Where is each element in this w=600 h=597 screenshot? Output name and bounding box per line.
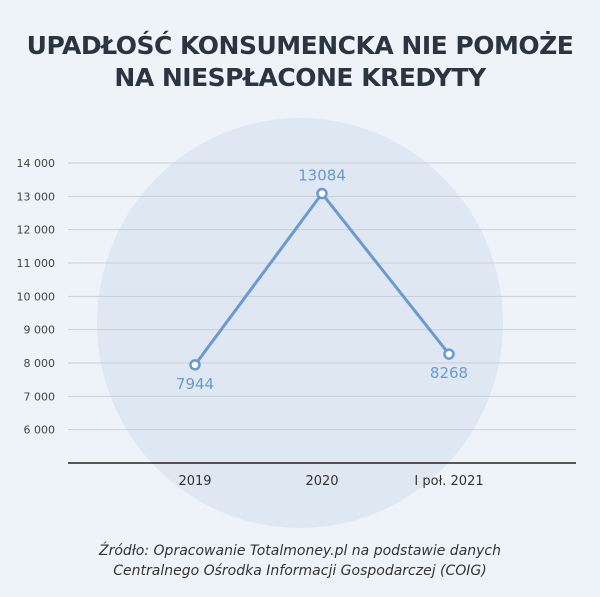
x-tick-label: 2019 — [178, 474, 211, 489]
background-circle — [97, 118, 503, 528]
data-point — [316, 187, 328, 200]
data-label: 8268 — [430, 364, 468, 382]
y-tick-label: 12 000 — [17, 224, 56, 237]
data-point — [189, 359, 201, 371]
y-tick-label: 6 000 — [24, 424, 56, 437]
source-line-1: Źródło: Opracowanie Totalmoney.pl na pod… — [98, 543, 502, 559]
title-line-2: NA NIESPŁACONE KREDYTY — [114, 63, 486, 92]
y-tick-label: 8 000 — [24, 357, 56, 370]
y-tick-label: 14 000 — [17, 157, 56, 170]
chart-title: UPADŁOŚĆ KONSUMENCKA NIE POMOŻE NA NIESP… — [0, 30, 600, 94]
source-line-2: Centralnego Ośrodka Informacji Gospodarc… — [113, 563, 487, 579]
data-point — [443, 348, 455, 360]
source-note: Źródło: Opracowanie Totalmoney.pl na pod… — [0, 541, 600, 581]
y-tick-label: 7 000 — [24, 390, 56, 403]
y-tick-label: 9 000 — [24, 324, 56, 337]
x-tick-label: 2020 — [305, 474, 338, 489]
x-tick-label: I poł. 2021 — [414, 474, 483, 489]
y-tick-label: 11 000 — [17, 257, 56, 270]
y-tick-label: 13 000 — [17, 190, 56, 203]
title-line-1: UPADŁOŚĆ KONSUMENCKA NIE POMOŻE — [26, 31, 574, 60]
y-tick-label: 10 000 — [17, 290, 56, 303]
data-label: 7944 — [176, 375, 214, 393]
data-label: 13084 — [298, 167, 346, 185]
